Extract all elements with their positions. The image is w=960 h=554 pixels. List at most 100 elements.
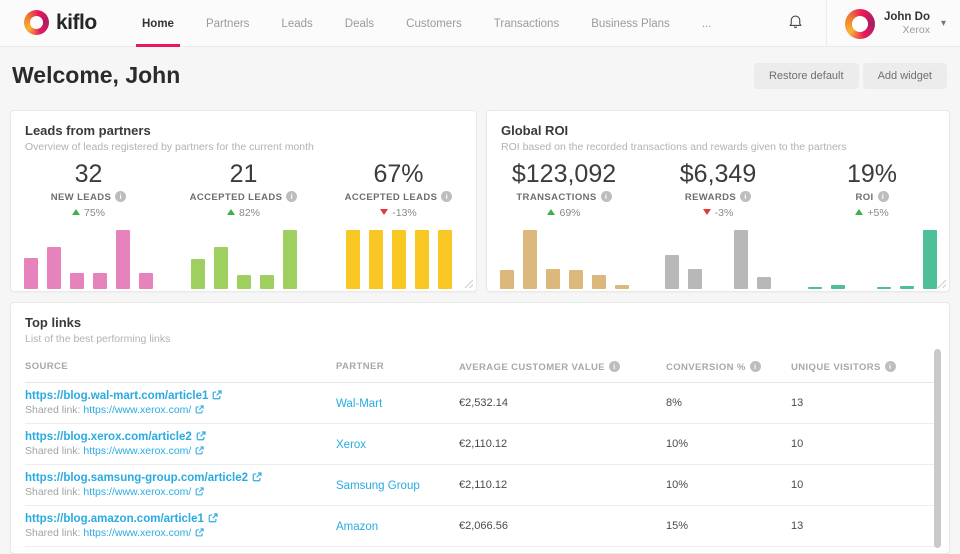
column-header-source[interactable]: SOURCE — [25, 361, 336, 373]
source-link[interactable]: https://blog.samsung-group.com/article2 — [25, 472, 248, 484]
shared-link-prefix: Shared link: — [25, 404, 80, 416]
roi-stats: $123,092TRANSACTIONS69%$6,349REWARDS-3%1… — [487, 160, 949, 219]
user-name: John Do — [884, 10, 930, 24]
shared-link-prefix: Shared link: — [25, 486, 80, 498]
user-names: John Do Xerox — [884, 10, 930, 38]
partner-link[interactable]: Amazon — [336, 521, 378, 533]
nav-item-more[interactable]: ... — [686, 0, 728, 47]
leads-from-partners-card: Leads from partners Overview of leads re… — [10, 110, 477, 292]
user-avatar — [845, 9, 875, 39]
kiflo-logo[interactable]: kiflo — [24, 10, 97, 35]
stat-delta: 75% — [11, 207, 166, 219]
mini-bar — [665, 255, 679, 289]
mini-bar — [346, 230, 360, 289]
mini-bar — [808, 287, 822, 289]
column-header-unique-visitors[interactable]: UNIQUE VISITORS — [791, 361, 935, 373]
external-link-icon[interactable] — [195, 528, 204, 537]
info-icon[interactable] — [115, 191, 126, 202]
info-icon[interactable] — [601, 191, 612, 202]
external-link-icon[interactable] — [196, 431, 206, 441]
info-icon[interactable] — [740, 191, 751, 202]
info-icon[interactable] — [750, 361, 761, 372]
avg-customer-value-cell: €2,066.56 — [459, 520, 666, 532]
user-company: Xerox — [884, 24, 930, 37]
card-title: Top links — [11, 303, 949, 330]
transactions-chart — [487, 225, 641, 289]
mini-bar — [877, 287, 891, 289]
column-header-avg-customer-value[interactable]: AVERAGE CUSTOMER VALUE — [459, 361, 666, 373]
column-header-conversion[interactable]: CONVERSION % — [666, 361, 791, 373]
stat-label: ACCEPTED LEADS — [166, 191, 321, 203]
chevron-down-icon: ▾ — [941, 18, 946, 29]
info-icon[interactable] — [885, 361, 896, 372]
stat-value: $6,349 — [641, 160, 795, 189]
info-icon[interactable] — [286, 191, 297, 202]
table-header-row: SOURCE PARTNER AVERAGE CUSTOMER VALUE CO… — [25, 361, 935, 383]
nav-item-partners[interactable]: Partners — [190, 0, 265, 47]
card-subtitle: ROI based on the recorded transactions a… — [487, 138, 949, 153]
external-link-icon[interactable] — [195, 405, 204, 414]
card-subtitle: Overview of leads registered by partners… — [11, 138, 476, 153]
info-icon[interactable] — [878, 191, 889, 202]
user-menu[interactable]: John Do Xerox ▾ — [826, 0, 960, 47]
partner-link[interactable]: Xerox — [336, 439, 366, 451]
stat-delta: 69% — [487, 207, 641, 219]
accepted-leads-chart — [166, 225, 321, 289]
source-link[interactable]: https://blog.wal-mart.com/article1 — [25, 390, 208, 402]
stat-label: TRANSACTIONS — [487, 191, 641, 203]
stat-value: 21 — [166, 160, 321, 189]
partner-link[interactable]: Samsung Group — [336, 480, 420, 492]
mini-bar — [438, 230, 452, 289]
info-icon[interactable] — [441, 191, 452, 202]
accepted-rate-chart — [321, 225, 476, 289]
nav-item-transactions[interactable]: Transactions — [478, 0, 575, 47]
nav-item-leads[interactable]: Leads — [265, 0, 328, 47]
top-links-card: Top links List of the best performing li… — [10, 302, 950, 554]
roi-charts — [487, 225, 949, 289]
stat-value: 19% — [795, 160, 949, 189]
source-link[interactable]: https://blog.xerox.com/article2 — [25, 431, 192, 443]
nav-item-deals[interactable]: Deals — [329, 0, 390, 47]
source-link[interactable]: https://blog.amazon.com/article1 — [25, 513, 204, 525]
mini-bar — [93, 273, 107, 289]
resize-handle-icon[interactable] — [464, 279, 473, 288]
column-header-partner[interactable]: PARTNER — [336, 361, 459, 373]
shared-link[interactable]: https://www.xerox.com/ — [83, 527, 191, 539]
unique-visitors-cell: 10 — [791, 438, 935, 450]
nav-item-business-plans[interactable]: Business Plans — [575, 0, 686, 47]
trend-up-icon — [547, 209, 555, 215]
source-cell: https://blog.wal-mart.com/article1 Share… — [25, 390, 336, 416]
kiflo-logo-icon — [24, 10, 49, 35]
mini-bar — [283, 230, 297, 289]
shared-link[interactable]: https://www.xerox.com/ — [83, 445, 191, 457]
card-title: Global ROI — [487, 111, 949, 138]
nav-item-customers[interactable]: Customers — [390, 0, 478, 47]
conversion-cell: 8% — [666, 397, 791, 409]
resize-handle-icon[interactable] — [937, 279, 946, 288]
mini-bar — [523, 230, 537, 289]
add-widget-button[interactable]: Add widget — [863, 63, 947, 89]
external-link-icon[interactable] — [212, 390, 222, 400]
info-icon[interactable] — [609, 361, 620, 372]
unique-visitors-cell: 13 — [791, 397, 935, 409]
restore-default-button[interactable]: Restore default — [754, 63, 859, 89]
notifications-button[interactable] — [765, 12, 826, 35]
trend-down-icon — [380, 209, 388, 215]
partner-link[interactable]: Wal-Mart — [336, 398, 382, 410]
table-scrollbar-thumb[interactable] — [934, 349, 941, 548]
shared-link[interactable]: https://www.xerox.com/ — [83, 404, 191, 416]
mini-bar — [70, 273, 84, 289]
external-link-icon[interactable] — [252, 472, 262, 482]
external-link-icon[interactable] — [195, 487, 204, 496]
external-link-icon[interactable] — [195, 446, 204, 455]
stat-value: 67% — [321, 160, 476, 189]
mini-bar — [47, 247, 61, 289]
shared-link[interactable]: https://www.xerox.com/ — [83, 486, 191, 498]
stat-delta: +5% — [795, 207, 949, 219]
mini-bar — [546, 269, 560, 289]
stat: $6,349REWARDS-3% — [641, 160, 795, 219]
external-link-icon[interactable] — [208, 513, 218, 523]
nav-item-home[interactable]: Home — [126, 0, 190, 47]
stat: 67%ACCEPTED LEADS-13% — [321, 160, 476, 219]
conversion-cell: 10% — [666, 438, 791, 450]
